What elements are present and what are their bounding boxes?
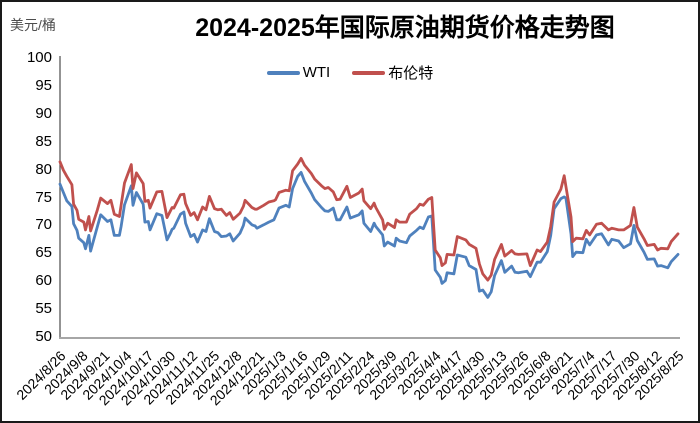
y-tick-label: 65 bbox=[35, 244, 52, 262]
wti-series-line bbox=[58, 170, 680, 299]
brent-line-icon bbox=[352, 70, 386, 75]
y-tick-label: 90 bbox=[35, 104, 52, 122]
legend-label-brent: 布伦特 bbox=[388, 65, 434, 82]
wti-line-icon bbox=[266, 70, 300, 75]
legend-item-brent: 布伦特 bbox=[352, 62, 433, 83]
y-axis-unit-label: 美元/桶 bbox=[10, 17, 56, 33]
y-tick-label: 100 bbox=[26, 49, 52, 66]
y-tick-label: 95 bbox=[35, 76, 52, 94]
legend: WTI 布伦特 bbox=[0, 62, 700, 83]
legend-label-wti: WTI bbox=[302, 64, 331, 81]
y-tick-label: 75 bbox=[35, 188, 52, 206]
chart-title: 2024-2025年国际原油期货价格走势图 bbox=[195, 14, 615, 42]
legend-item-wti: WTI bbox=[266, 62, 331, 83]
y-tick-label: 55 bbox=[35, 300, 52, 318]
y-tick-label: 60 bbox=[35, 272, 52, 290]
y-tick-label: 80 bbox=[35, 160, 52, 178]
brent-series-line bbox=[58, 156, 680, 282]
y-tick-label: 85 bbox=[35, 132, 52, 150]
y-tick-label: 70 bbox=[35, 216, 52, 234]
y-tick-label: 50 bbox=[35, 328, 52, 345]
